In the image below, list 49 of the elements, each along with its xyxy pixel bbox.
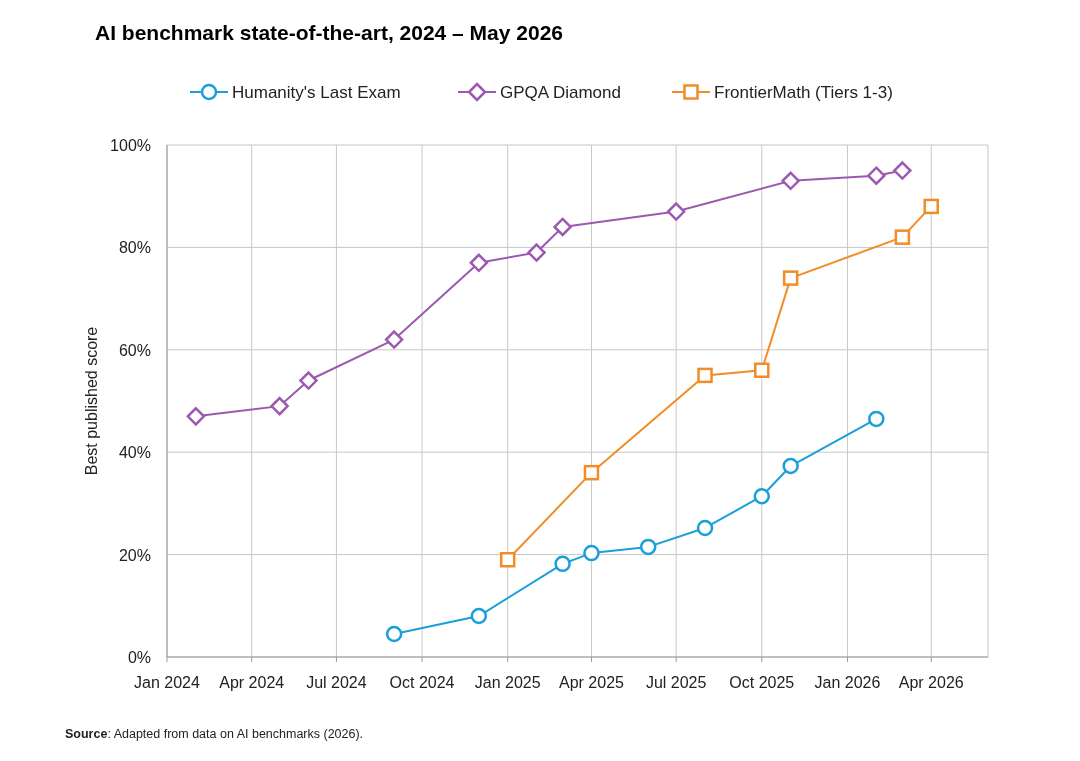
point [469,253,489,273]
source-note: Source: Adapted from data on AI benchmarks (2026). [65,727,364,741]
point [385,625,403,643]
point [583,464,600,481]
y-tick-label: 100% [110,137,151,154]
point [782,457,799,475]
x-tick-label: Apr 2026 [898,674,964,691]
point [923,198,939,215]
x-tick-label: Oct 2025 [729,674,795,691]
chart-title: AI benchmark state-of-the-art, 2024 – May 2026 [95,21,564,44]
y-axis-title: Best published score [83,326,100,476]
legend-label: FrontierMath (Tiers 1-3) [714,83,893,102]
x-tick-label: Jan 2024 [134,674,201,691]
x-tick-label: Apr 2024 [219,674,285,691]
point [186,407,206,426]
point [753,487,771,505]
point [270,396,289,416]
point [554,555,571,573]
point [499,551,516,568]
point [384,330,404,349]
point [868,410,885,428]
y-tick-label: 80% [118,239,151,257]
x-tick-label: Jan 2026 [814,674,881,691]
y-tick-label: 60% [118,341,151,359]
point [781,171,800,191]
point [893,161,912,180]
legend-label: GPQA Diamond [500,83,621,102]
x-tick-label: Apr 2025 [558,674,625,691]
y-tick-label: 20% [118,546,151,564]
y-tick-label: 40% [118,444,151,462]
x-tick-label: Jan 2025 [474,674,541,691]
point [782,270,799,286]
point [754,362,770,379]
legend-label: Humanity's Last Exam [232,83,401,102]
point [299,371,318,390]
point [697,367,713,384]
x-tick-label: Jul 2025 [645,674,707,691]
point [666,202,686,221]
x-tick-label: Oct 2024 [389,674,455,691]
point [583,544,600,562]
point [696,519,714,537]
point [867,166,886,185]
point [470,607,488,625]
point [894,229,911,245]
point [553,217,572,237]
point [527,243,546,262]
point [639,538,657,556]
y-tick-label: 0% [127,649,151,666]
x-tick-label: Jul 2024 [306,674,367,691]
